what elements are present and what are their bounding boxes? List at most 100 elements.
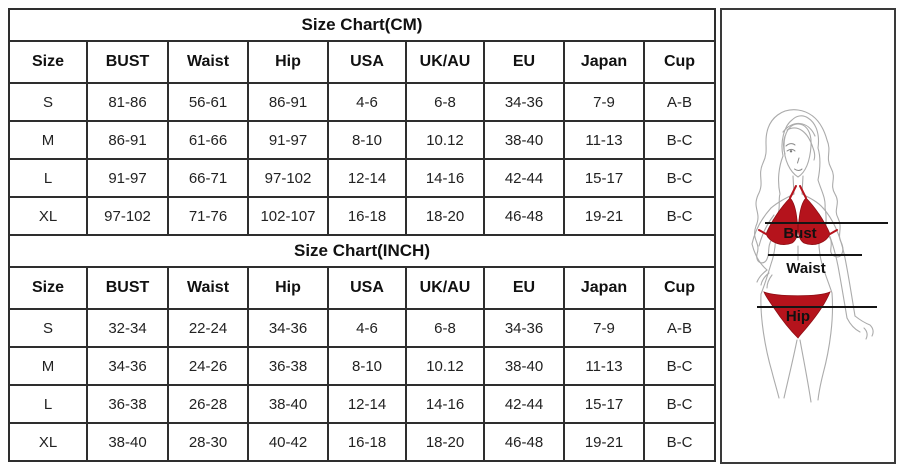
value-cell: 24-26 bbox=[167, 346, 249, 386]
column-header: Size bbox=[8, 40, 88, 84]
value-cell: 102-107 bbox=[247, 196, 329, 236]
section-title-row-cm: Size Chart(CM) bbox=[8, 8, 716, 42]
value-cell: 38-40 bbox=[483, 120, 565, 160]
size-cell: M bbox=[8, 120, 88, 160]
value-cell: 12-14 bbox=[327, 158, 407, 198]
column-header: USA bbox=[327, 40, 407, 84]
value-cell: 18-20 bbox=[405, 422, 485, 462]
header-row-inch: Size BUST Waist Hip USA UK/AU EU Japan Cup bbox=[8, 266, 716, 310]
column-header: Japan bbox=[563, 40, 645, 84]
table-row: S 32-34 22-24 34-36 4-6 6-8 34-36 7-9 A-B bbox=[8, 308, 716, 348]
pupil bbox=[789, 150, 793, 153]
value-cell: 56-61 bbox=[167, 82, 249, 122]
bust-label: Bust bbox=[783, 225, 816, 242]
size-cell: L bbox=[8, 384, 88, 424]
mouth bbox=[794, 168, 803, 171]
column-header: Waist bbox=[167, 40, 249, 84]
neck-lines bbox=[792, 175, 804, 195]
value-cell: 86-91 bbox=[247, 82, 329, 122]
column-header: Size bbox=[8, 266, 88, 310]
value-cell: 42-44 bbox=[483, 384, 565, 424]
value-cell: 11-13 bbox=[563, 346, 645, 386]
size-chart-table: Size Chart(CM) Size BUST Waist Hip USA UK/AU EU… bbox=[8, 8, 716, 462]
value-cell: B-C bbox=[643, 422, 716, 462]
size-cell: S bbox=[8, 82, 88, 122]
value-cell: 34-36 bbox=[86, 346, 169, 386]
waist-label: Waist bbox=[786, 260, 825, 277]
column-header: Hip bbox=[247, 266, 329, 310]
right-hand bbox=[846, 315, 874, 340]
table-row: L 91-97 66-71 97-102 12-14 14-16 42-44 15-17 B-C bbox=[8, 158, 716, 198]
size-chart-tbody: Size Chart(CM) Size BUST Waist Hip USA UK/AU EU… bbox=[8, 8, 716, 462]
value-cell: 91-97 bbox=[247, 120, 329, 160]
value-cell: 66-71 bbox=[167, 158, 249, 198]
table-row: XL 38-40 28-30 40-42 16-18 18-20 46-48 19-21 B-C bbox=[8, 422, 716, 462]
face-outline bbox=[783, 123, 812, 178]
hair-outline bbox=[754, 109, 844, 264]
value-cell: 15-17 bbox=[563, 158, 645, 198]
value-cell: B-C bbox=[643, 384, 716, 424]
size-cell: XL bbox=[8, 422, 88, 462]
value-cell: 91-97 bbox=[86, 158, 169, 198]
value-cell: 61-66 bbox=[167, 120, 249, 160]
value-cell: B-C bbox=[643, 196, 716, 236]
bikini-top-right-cup bbox=[797, 197, 831, 245]
table-row: M 86-91 61-66 91-97 8-10 10.12 38-40 11-13 B-C bbox=[8, 120, 716, 160]
value-cell: 4-6 bbox=[327, 82, 407, 122]
value-cell: 4-6 bbox=[327, 308, 407, 348]
value-cell: 7-9 bbox=[563, 308, 645, 348]
nose bbox=[797, 157, 800, 164]
value-cell: 40-42 bbox=[247, 422, 329, 462]
value-cell: A-B bbox=[643, 82, 716, 122]
bangs-strokes bbox=[782, 122, 816, 161]
eyebrow bbox=[785, 143, 796, 147]
column-header: Japan bbox=[563, 266, 645, 310]
bikini-straps bbox=[758, 185, 838, 235]
value-cell: 14-16 bbox=[405, 384, 485, 424]
table-row: L 36-38 26-28 38-40 12-14 14-16 42-44 15-17 B-C bbox=[8, 384, 716, 424]
value-cell: 19-21 bbox=[563, 196, 645, 236]
size-cell: L bbox=[8, 158, 88, 198]
value-cell: 6-8 bbox=[405, 308, 485, 348]
measurement-lines bbox=[757, 222, 888, 308]
size-cell: S bbox=[8, 308, 88, 348]
table-row: S 81-86 56-61 86-91 4-6 6-8 34-36 7-9 A-B bbox=[8, 82, 716, 122]
header-row-cm: Size BUST Waist Hip USA UK/AU EU Japan Cup bbox=[8, 40, 716, 84]
column-header: BUST bbox=[86, 266, 169, 310]
value-cell: 18-20 bbox=[405, 196, 485, 236]
section-title-row-inch: Size Chart(INCH) bbox=[8, 234, 716, 268]
value-cell: 38-40 bbox=[247, 384, 329, 424]
column-header: Waist bbox=[167, 266, 249, 310]
value-cell: 38-40 bbox=[86, 422, 169, 462]
value-cell: 7-9 bbox=[563, 82, 645, 122]
column-header: Cup bbox=[643, 266, 716, 310]
value-cell: 32-34 bbox=[86, 308, 169, 348]
value-cell: 34-36 bbox=[483, 308, 565, 348]
value-cell: 71-76 bbox=[167, 196, 249, 236]
column-header: Hip bbox=[247, 40, 329, 84]
value-cell: 97-102 bbox=[86, 196, 169, 236]
value-cell: 42-44 bbox=[483, 158, 565, 198]
column-header: UK/AU bbox=[405, 266, 485, 310]
value-cell: 34-36 bbox=[483, 82, 565, 122]
value-cell: 28-30 bbox=[167, 422, 249, 462]
size-guide-illustration: Bust Waist Hip bbox=[751, 109, 888, 403]
value-cell: 81-86 bbox=[86, 82, 169, 122]
value-cell: A-B bbox=[643, 308, 716, 348]
size-cell: M bbox=[8, 346, 88, 386]
column-header: BUST bbox=[86, 40, 169, 84]
value-cell: 86-91 bbox=[86, 120, 169, 160]
value-cell: 36-38 bbox=[247, 346, 329, 386]
value-cell: 46-48 bbox=[483, 422, 565, 462]
legs bbox=[760, 292, 834, 403]
size-cell: XL bbox=[8, 196, 88, 236]
value-cell: 16-18 bbox=[327, 196, 407, 236]
section-title-inch: Size Chart(INCH) bbox=[8, 234, 716, 268]
column-header: UK/AU bbox=[405, 40, 485, 84]
hip-label: Hip bbox=[786, 308, 810, 325]
value-cell: 10.12 bbox=[405, 120, 485, 160]
table-row: M 34-36 24-26 36-38 8-10 10.12 38-40 11-13 B-C bbox=[8, 346, 716, 386]
value-cell: 16-18 bbox=[327, 422, 407, 462]
section-title-cm: Size Chart(CM) bbox=[8, 8, 716, 42]
